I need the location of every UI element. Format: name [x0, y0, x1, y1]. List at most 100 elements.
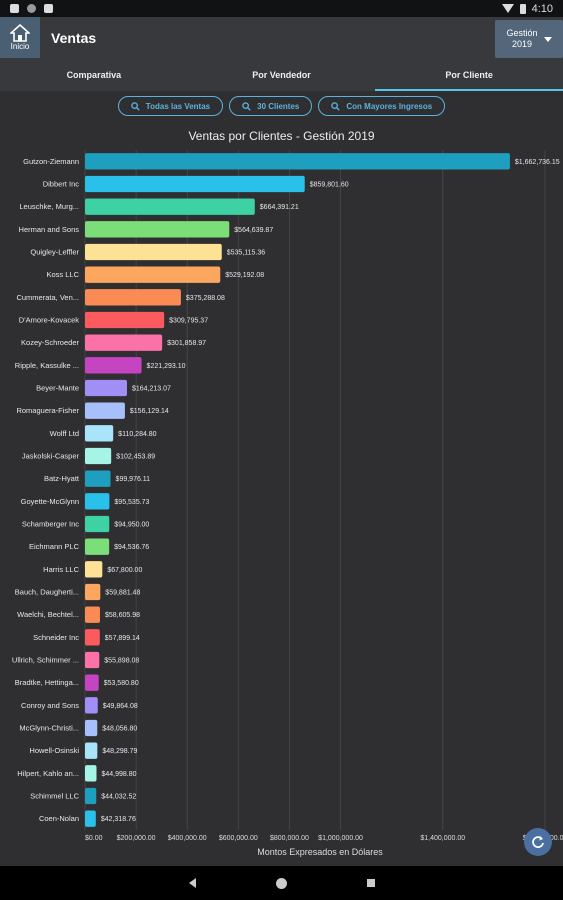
- chip-label: Con Mayores Ingresos: [346, 101, 433, 111]
- bar[interactable]: [85, 606, 100, 623]
- value-label: $58,605.98: [105, 612, 140, 619]
- bar[interactable]: [85, 470, 111, 487]
- value-label: $94,950.00: [114, 522, 149, 529]
- x-tick-label: $1,000,000.00: [318, 835, 363, 842]
- value-label: $1,662,736.15: [515, 159, 560, 166]
- category-label: Kozey-Schroeder: [21, 338, 79, 347]
- value-label: $301,858.97: [167, 340, 206, 347]
- recent-apps-icon[interactable]: [366, 879, 375, 887]
- bar[interactable]: [85, 629, 100, 646]
- back-icon[interactable]: [188, 878, 196, 888]
- category-label: Bauch, Daugherti...: [15, 588, 79, 597]
- home-nav-icon[interactable]: [275, 877, 287, 889]
- chevron-down-icon: [543, 36, 552, 42]
- bar[interactable]: [85, 651, 100, 669]
- chart-title: Ventas por Clientes - Gestión 2019: [188, 129, 375, 143]
- bar[interactable]: [85, 402, 125, 419]
- tab-label: Por Cliente: [445, 69, 493, 80]
- category-label: Romaguera-Fisher: [16, 406, 79, 415]
- category-label: Hilpert, Kahlo an...: [17, 769, 79, 778]
- value-label: $44,998.80: [101, 771, 136, 778]
- x-tick-label: $600,000.00: [219, 835, 258, 842]
- bar[interactable]: [85, 243, 222, 261]
- tab-label: Por Vendedor: [252, 69, 311, 80]
- category-label: Jaskolski-Casper: [22, 452, 80, 461]
- home-label: Inicio: [10, 42, 30, 51]
- bar[interactable]: [85, 221, 230, 238]
- bar[interactable]: [85, 561, 103, 578]
- bar[interactable]: [85, 719, 98, 737]
- bar[interactable]: [85, 198, 255, 215]
- battery-icon: [519, 3, 526, 14]
- value-label: $48,298.79: [102, 748, 137, 755]
- x-tick-label: $0.00: [85, 835, 103, 842]
- bar[interactable]: [85, 334, 163, 351]
- tab-por-cliente[interactable]: Por Cliente: [375, 58, 563, 91]
- status-time: 4:10: [531, 2, 553, 15]
- value-label: $859,801.60: [310, 182, 349, 189]
- page-title: Ventas: [51, 29, 97, 46]
- bar[interactable]: [85, 153, 510, 170]
- bar[interactable]: [85, 425, 114, 442]
- value-label: $55,898.08: [104, 658, 139, 665]
- value-label: $375,288.08: [186, 295, 225, 302]
- category-label: Schamberger Inc: [22, 520, 79, 529]
- bar[interactable]: [85, 674, 99, 691]
- bar[interactable]: [85, 515, 110, 533]
- category-label: Goyette-McGlynn: [21, 497, 79, 506]
- sd-card-icon: [44, 4, 53, 13]
- year-value: 2019: [511, 39, 533, 49]
- category-label: Gutzon-Ziemann: [23, 157, 79, 166]
- category-label: Leuschke, Murg...: [19, 202, 79, 211]
- bar[interactable]: [85, 583, 101, 601]
- category-label: Schimmel LLC: [30, 792, 79, 801]
- bar[interactable]: [85, 447, 112, 465]
- value-label: $95,535.73: [114, 499, 149, 506]
- category-label: Cummerata, Ven...: [16, 293, 79, 302]
- sync-icon: [27, 4, 36, 13]
- bar[interactable]: [85, 357, 142, 374]
- value-label: $564,639.87: [234, 227, 273, 234]
- category-label: Howell-Osinski: [29, 746, 79, 755]
- category-label: Coen-Nolan: [39, 814, 79, 823]
- filter-mayores-ingresos[interactable]: Con Mayores Ingresos: [318, 96, 446, 116]
- filter-30-clientes[interactable]: 30 Clientes: [229, 96, 313, 116]
- category-label: Wolff Ltd: [50, 429, 79, 438]
- value-label: $309,795.37: [169, 318, 208, 325]
- bar[interactable]: [85, 175, 305, 193]
- android-nav-bar: [0, 866, 563, 900]
- search-icon: [131, 101, 140, 111]
- tab-por-vendedor[interactable]: Por Vendedor: [188, 58, 376, 91]
- value-label: $57,899.14: [105, 635, 140, 642]
- bar[interactable]: [85, 765, 97, 782]
- bar[interactable]: [85, 697, 98, 714]
- bar[interactable]: [85, 379, 127, 397]
- value-label: $99,976.11: [116, 476, 151, 483]
- home-button[interactable]: Inicio: [0, 17, 40, 58]
- category-label: Batz-Hyatt: [44, 474, 80, 483]
- value-label: $156,129.14: [130, 408, 169, 415]
- category-label: Herman and Sons: [19, 225, 80, 234]
- search-icon: [242, 101, 251, 111]
- category-label: Beyer-Mante: [36, 384, 79, 393]
- bar[interactable]: [85, 538, 110, 555]
- bar[interactable]: [85, 266, 221, 283]
- refresh-button[interactable]: [524, 828, 552, 856]
- bar[interactable]: [85, 311, 165, 329]
- tab-comparativa[interactable]: Comparativa: [0, 58, 188, 91]
- x-tick-label: $200,000.00: [117, 835, 156, 842]
- category-label: Ullrich, Schimmer ...: [12, 656, 79, 665]
- bar[interactable]: [85, 289, 181, 306]
- x-tick-label: $1,400,000.00: [420, 835, 465, 842]
- status-bar: 4:10: [0, 0, 563, 17]
- bar[interactable]: [85, 493, 110, 510]
- tab-label: Comparativa: [66, 69, 122, 80]
- bar[interactable]: [85, 787, 97, 805]
- bar[interactable]: [85, 810, 96, 827]
- filter-todas-ventas[interactable]: Todas las Ventas: [117, 96, 224, 116]
- year-selector[interactable]: Gestión 2019: [495, 20, 563, 58]
- bar[interactable]: [85, 742, 98, 759]
- value-label: $664,391.21: [260, 204, 299, 211]
- category-label: Conroy and Sons: [21, 701, 79, 710]
- category-label: Quigley-Leffler: [30, 248, 79, 257]
